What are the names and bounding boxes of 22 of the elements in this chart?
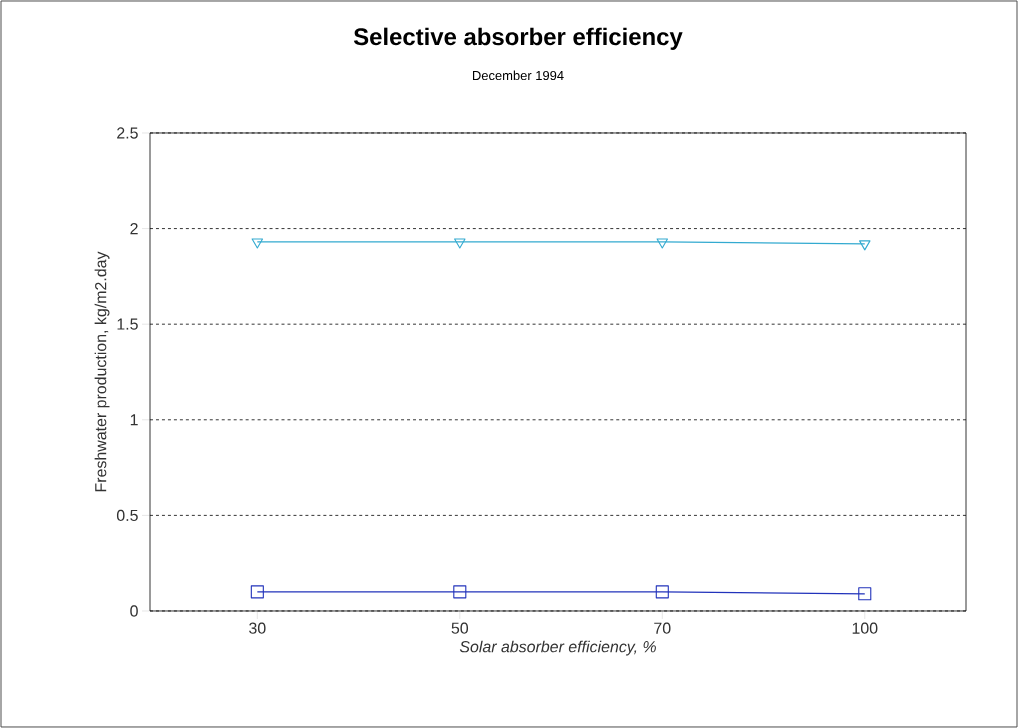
x-tick-label: 100 xyxy=(852,622,878,634)
y-tick-label: 0.5 xyxy=(116,509,138,522)
point xyxy=(858,587,872,601)
point xyxy=(655,585,669,599)
chart-title: Selective absorber efficiency xyxy=(353,27,683,50)
point xyxy=(454,238,466,249)
x-axis-title: Solar absorber efficiency, % xyxy=(459,640,656,656)
y-tick-label: 2.5 xyxy=(117,127,138,139)
point xyxy=(453,585,467,599)
y-tick-label: 1 xyxy=(130,414,138,426)
chart-subtitle: December 1994 xyxy=(472,70,564,81)
y-tick-label: 0 xyxy=(130,605,138,617)
y-axis-title: Freshwater production, kg/m2.day xyxy=(94,251,110,492)
point xyxy=(859,240,871,251)
point xyxy=(250,585,264,599)
x-tick-label: 70 xyxy=(654,622,671,634)
x-tick-label: 50 xyxy=(451,622,469,634)
point xyxy=(656,238,669,249)
y-tick-label: 1.5 xyxy=(117,318,138,330)
y-tick-label: 2 xyxy=(130,223,138,235)
x-tick-label: 30 xyxy=(249,622,266,634)
point xyxy=(251,238,264,249)
